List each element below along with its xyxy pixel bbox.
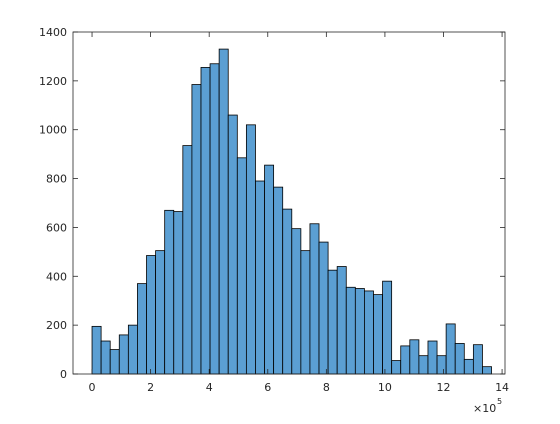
x-tick-label: 4 <box>206 381 213 394</box>
bar <box>282 208 293 375</box>
plot-frame <box>72 31 506 375</box>
x-tick-label: 10 <box>378 381 392 394</box>
bar <box>445 323 456 375</box>
bar <box>364 290 374 375</box>
x-tick-label: 2 <box>147 381 154 394</box>
bar <box>472 344 483 375</box>
bar <box>382 280 393 375</box>
y-tick-label: 1400 <box>39 26 67 39</box>
bar <box>345 286 356 375</box>
bar <box>463 358 474 375</box>
bar <box>118 334 129 375</box>
bar <box>409 339 420 375</box>
bar <box>436 355 447 375</box>
bar <box>373 294 383 375</box>
bar <box>245 124 256 375</box>
bar <box>354 288 365 375</box>
x-multiplier-exponent: 5 <box>497 397 502 406</box>
bar <box>191 84 202 375</box>
x-tick-label: 0 <box>89 381 96 394</box>
y-tick-label: 400 <box>46 270 67 283</box>
bar <box>182 145 193 375</box>
y-tick-label: 200 <box>46 319 67 332</box>
y-tick-label: 0 <box>60 368 67 381</box>
bar <box>391 360 402 375</box>
bar <box>255 180 265 375</box>
bar <box>109 349 120 375</box>
bar <box>236 157 247 375</box>
x-tick-label: 6 <box>264 381 271 394</box>
y-tick-label: 1200 <box>39 75 67 88</box>
x-tick-label: 8 <box>323 381 330 394</box>
x-tick-label: 12 <box>436 381 450 394</box>
x-multiplier-base: ×10 <box>473 402 496 415</box>
y-tick-label: 800 <box>46 173 67 186</box>
bar <box>155 250 166 375</box>
bar <box>454 343 465 375</box>
bar <box>327 269 338 375</box>
bar <box>200 67 211 375</box>
bar <box>100 340 111 375</box>
bar <box>173 211 184 375</box>
bar <box>146 255 156 375</box>
bar <box>336 266 347 375</box>
bar <box>127 324 138 375</box>
bar <box>400 345 411 375</box>
bar <box>164 209 175 375</box>
bar <box>137 283 147 375</box>
y-tick-label: 1000 <box>39 124 67 137</box>
x-tick-label: 14 <box>495 381 509 394</box>
bar <box>309 223 320 375</box>
bar <box>209 63 220 375</box>
bar <box>273 186 284 375</box>
bar <box>300 250 311 375</box>
bar <box>482 366 492 375</box>
bar <box>418 355 429 375</box>
bar <box>318 241 329 375</box>
bar <box>291 228 302 375</box>
bar <box>218 48 229 375</box>
bar <box>427 340 438 375</box>
bar <box>264 164 275 375</box>
y-tick-label: 600 <box>46 221 67 234</box>
bar <box>91 325 102 375</box>
bar <box>227 114 238 375</box>
